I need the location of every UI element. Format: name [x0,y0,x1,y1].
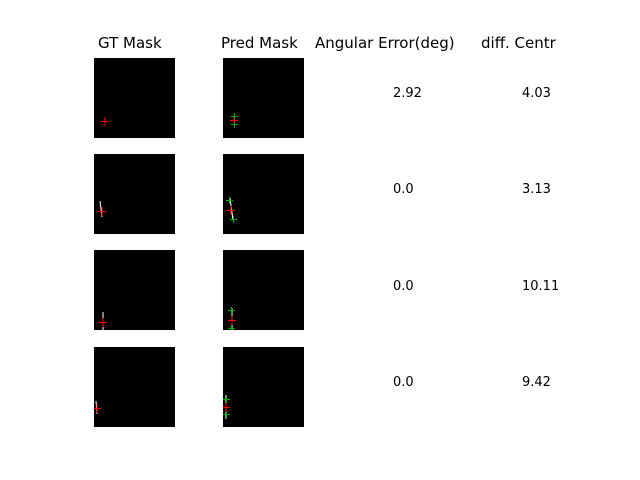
diff-centr-header: diff. Centr [481,34,556,52]
pred-mask-image [223,154,304,234]
diff-centr-value: 10.11 [522,279,560,294]
pred-mask-image [223,250,304,330]
angular-error-value: 0.0 [393,279,414,294]
gt-mask-image [94,154,175,234]
angular-error-header: Angular Error(deg) [315,34,455,52]
pred-mask-header: Pred Mask [221,34,298,52]
angular-error-value: 0.0 [393,182,414,197]
diff-centr-value: 9.42 [522,375,551,390]
gt-mask-image [94,250,175,330]
pred-mask-image [223,58,304,138]
diff-centr-value: 4.03 [522,86,551,101]
gt-mask-header: GT Mask [98,34,162,52]
angular-error-value: 0.0 [393,375,414,390]
pred-mask-image [223,347,304,427]
angular-error-value: 2.92 [393,86,422,101]
gt-mask-image [94,58,175,138]
gt-mask-image [94,347,175,427]
diff-centr-value: 3.13 [522,182,551,197]
